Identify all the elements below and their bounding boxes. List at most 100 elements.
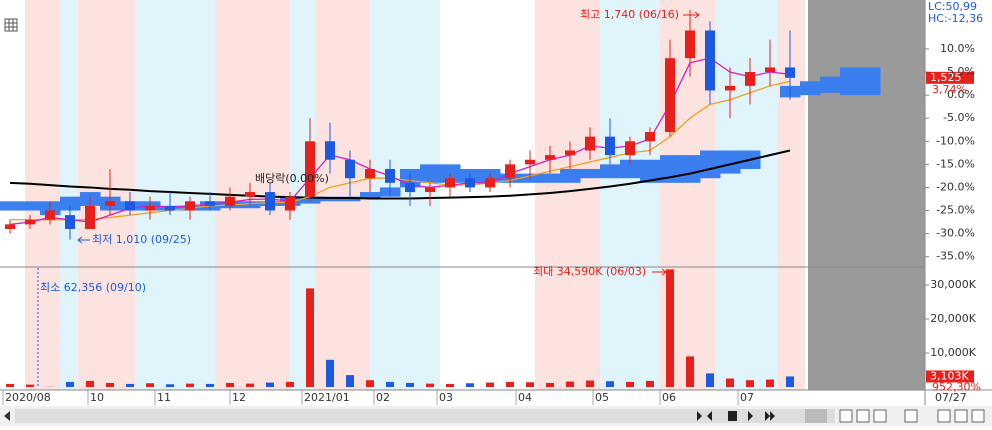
candle-body: [385, 169, 395, 183]
volume-bar: [646, 381, 654, 387]
hc-label: HC:-12,36: [928, 12, 983, 25]
y-tick-label: -10.0%: [936, 134, 975, 147]
cloud: [680, 155, 701, 183]
volume-bar: [6, 384, 14, 387]
period-band: [778, 0, 805, 390]
y-tick-label: -20.0%: [936, 180, 975, 193]
scrollbar[interactable]: [0, 406, 992, 426]
volume-bar: [686, 356, 694, 387]
candle-body: [525, 160, 535, 165]
volume-bar: [446, 384, 454, 387]
volume-bar: [546, 383, 554, 387]
volume-bar: [166, 384, 174, 387]
volume-bar: [606, 381, 614, 387]
candle-body: [365, 169, 375, 178]
y-tick-label: -25.0%: [936, 204, 975, 217]
volume-bar: [746, 380, 754, 387]
y-tick-label: -35.0%: [936, 250, 975, 263]
volume-bar: [386, 382, 394, 387]
x-tick-label: 10: [90, 391, 104, 404]
volume-bar: [566, 382, 574, 387]
candle-body: [605, 137, 615, 155]
volume-bar: [766, 380, 774, 387]
x-tick-label: 02: [376, 391, 390, 404]
volume-bar: [246, 384, 254, 387]
volume-bar: [86, 381, 94, 387]
y-tick-label: -15.0%: [936, 157, 975, 170]
x-tick-label: 12: [232, 391, 246, 404]
cloud: [700, 151, 721, 179]
volume-bar: [346, 375, 354, 387]
period-band: [535, 0, 600, 390]
volume-tag-pct: 952,30%: [932, 380, 981, 393]
candle-body: [585, 137, 595, 151]
candle-body: [65, 215, 75, 229]
candle-body: [545, 155, 555, 160]
y-tick-label: -5.0%: [943, 111, 975, 124]
candle-body: [565, 151, 575, 156]
candle-body: [105, 201, 115, 206]
candle-body: [765, 67, 775, 72]
volume-bar: [526, 382, 534, 387]
volume-bar: [226, 383, 234, 387]
volume-bar: [106, 383, 114, 387]
candle-body: [245, 192, 255, 197]
volume-bar: [466, 383, 474, 387]
candle-body: [125, 201, 135, 210]
volume-bar: [146, 383, 154, 387]
volume-bar: [66, 382, 74, 387]
candle-body: [185, 201, 195, 210]
candle-body: [205, 201, 215, 206]
volume-bar: [666, 269, 674, 387]
cloud: [600, 164, 621, 178]
volume-bar: [626, 382, 634, 387]
candle-body: [325, 141, 335, 159]
volume-bar: [726, 379, 734, 388]
y-tick-label: -30.0%: [936, 227, 975, 240]
price-tag-pct: 3,74%: [932, 83, 967, 96]
volume-bar: [366, 380, 374, 387]
volume-bar: [786, 376, 794, 387]
high-annotation: 최고 1,740 (06/16): [580, 8, 679, 21]
candle-body: [285, 197, 295, 211]
candle-body: [625, 141, 635, 155]
x-tick-label: 11: [157, 391, 171, 404]
volume-bar: [126, 384, 134, 387]
x-tick-label: 06: [662, 391, 676, 404]
volume-bar: [486, 383, 494, 387]
volume-bar: [286, 382, 294, 387]
future-area: [808, 0, 925, 390]
x-tick-label: 2020/08: [5, 391, 51, 404]
cloud: [0, 201, 21, 210]
period-band: [135, 0, 215, 390]
dividend-annotation: 배당락(0.00%): [255, 172, 329, 185]
volume-tick-label: 30,000K: [930, 278, 976, 291]
candle-body: [445, 178, 455, 187]
period-band: [600, 0, 660, 390]
volume-bar: [306, 288, 314, 387]
cloud: [560, 169, 581, 183]
candle-body: [745, 72, 755, 86]
volume-tick-label: 10,000K: [930, 346, 976, 359]
candle-body: [145, 206, 155, 211]
grid-icon[interactable]: [5, 19, 17, 31]
min-volume-annotation: 최소 62,356 (09/10): [40, 281, 146, 294]
volume-bar: [406, 383, 414, 387]
candle-body: [5, 224, 15, 229]
cloud: [840, 67, 861, 95]
candle-body: [705, 30, 715, 90]
candle-body: [785, 67, 795, 77]
background: [25, 0, 805, 390]
volume-tick-label: 20,000K: [930, 312, 976, 325]
low-annotation: 최저 1,010 (09/25): [92, 233, 191, 246]
cloud: [420, 164, 441, 182]
candle-body: [725, 86, 735, 91]
volume-bar: [706, 373, 714, 387]
candle-body: [25, 220, 35, 225]
volume-bar: [426, 384, 434, 387]
volume-bar: [186, 384, 194, 387]
volume-bar: [206, 384, 214, 387]
candle-body: [405, 183, 415, 192]
